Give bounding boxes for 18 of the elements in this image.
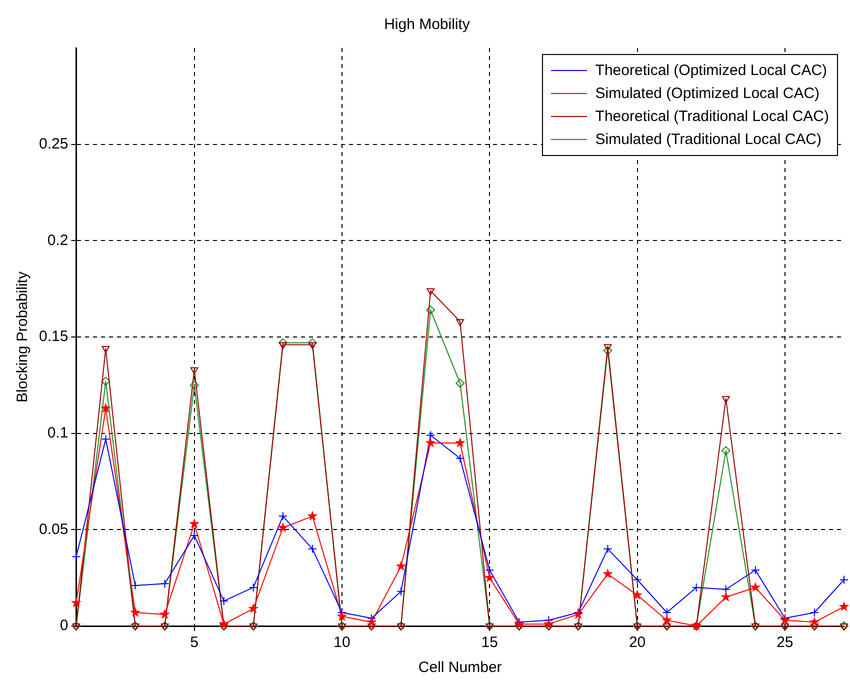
y-axis-title: Blocking Probability	[14, 271, 32, 402]
y-tick-label: 0.25	[38, 135, 68, 152]
y-tick-label: 0	[60, 617, 68, 634]
y-tick-label: 0.05	[38, 520, 68, 538]
y-tick-label: 0.2	[47, 232, 68, 249]
legend-label: Theoretical (Traditional Local CAC)	[595, 108, 829, 125]
legend-label: Simulated (Traditional Local CAC)	[595, 131, 822, 148]
x-tick-label: 15	[481, 634, 498, 652]
legend-label: Simulated (Optimized Local CAC)	[595, 85, 820, 102]
y-tick-label: 0.15	[38, 328, 68, 346]
x-tick-label: 10	[334, 634, 350, 652]
x-tick-label: 5	[190, 634, 198, 652]
legend-label: Theoretical (Optimized Local CAC)	[595, 62, 828, 79]
y-tick-label: 0.1	[47, 424, 68, 442]
x-tick-label: 25	[776, 634, 794, 652]
chart-title: High Mobility	[384, 16, 470, 34]
x-tick-label: 20	[628, 634, 646, 652]
x-axis-title: Cell Number	[418, 659, 502, 676]
